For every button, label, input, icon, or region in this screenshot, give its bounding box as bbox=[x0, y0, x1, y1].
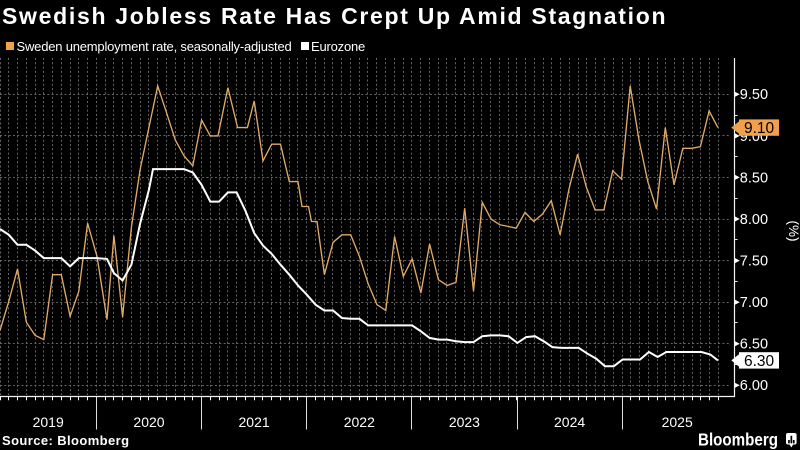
svg-text:2025: 2025 bbox=[662, 414, 693, 430]
svg-text:2020: 2020 bbox=[133, 414, 164, 430]
svg-text:6.00: 6.00 bbox=[740, 378, 768, 394]
svg-text:2024: 2024 bbox=[554, 414, 585, 430]
svg-text:Bloomberg: Bloomberg bbox=[698, 431, 778, 449]
svg-text:8.00: 8.00 bbox=[740, 212, 768, 228]
svg-text:9.50: 9.50 bbox=[740, 87, 768, 103]
svg-text:6.50: 6.50 bbox=[740, 337, 768, 353]
svg-text:(%): (%) bbox=[786, 221, 800, 242]
svg-text:8.50: 8.50 bbox=[740, 170, 768, 186]
svg-text:2022: 2022 bbox=[344, 414, 375, 430]
svg-text:2023: 2023 bbox=[449, 414, 480, 430]
svg-text:2021: 2021 bbox=[239, 414, 270, 430]
svg-text:9.10: 9.10 bbox=[744, 120, 775, 137]
svg-text:2019: 2019 bbox=[33, 414, 64, 430]
svg-text:7.50: 7.50 bbox=[740, 254, 768, 270]
svg-text:6.30: 6.30 bbox=[744, 353, 775, 370]
svg-text:7.00: 7.00 bbox=[740, 295, 768, 311]
